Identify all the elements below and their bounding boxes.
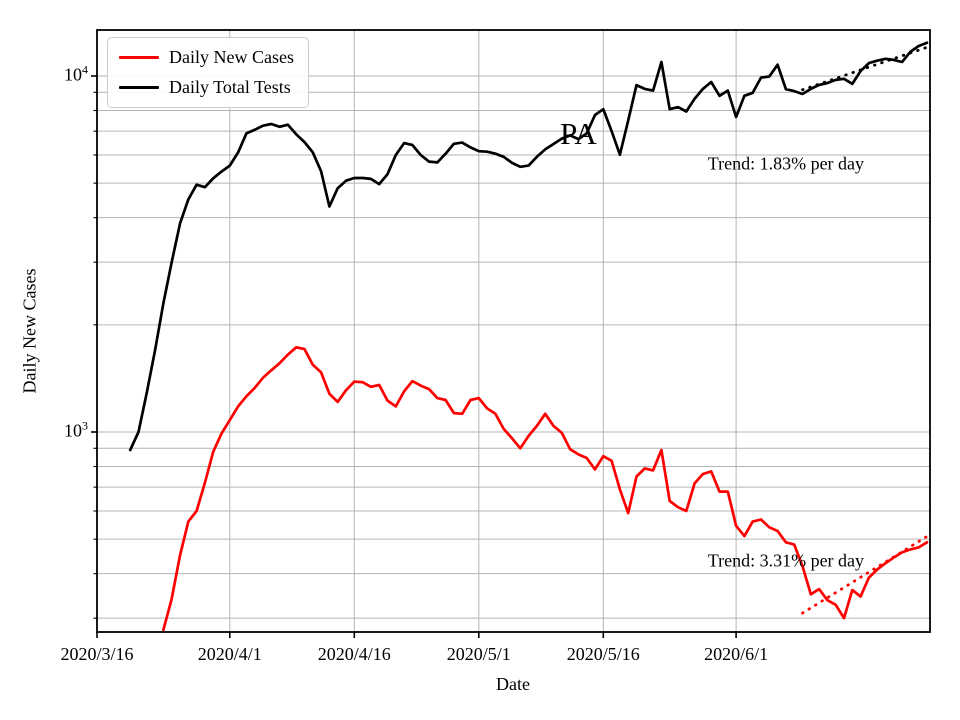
annotation-pa: PA [559, 116, 597, 152]
x-tick-label: 2020/4/16 [317, 644, 391, 664]
legend-entry-daily-new-cases: Daily New Cases [119, 47, 294, 68]
x-tick-label: 2020/4/1 [197, 644, 262, 664]
annotation-trend-1-83-per-day: Trend: 1.83% per day [707, 153, 865, 174]
x-tick-label: 2020/6/1 [704, 644, 769, 664]
series-line-daily-new-cases [162, 345, 929, 632]
y-axis-title: Daily New Cases [19, 268, 40, 394]
y-tick-label: 103 [64, 418, 88, 441]
gridlines [96, 30, 930, 632]
legend-label: Daily New Cases [169, 47, 294, 67]
x-axis-title: Date [496, 674, 530, 694]
y-tick-label: 104 [64, 62, 88, 85]
x-tick-label: 2020/3/16 [60, 644, 134, 664]
x-tick-label: 2020/5/1 [446, 644, 511, 664]
legend-line-sample-black [119, 86, 159, 89]
legend-entry-daily-total-tests: Daily Total Tests [119, 77, 294, 98]
series-line-daily-total-tests [128, 41, 929, 452]
tick-marks [91, 75, 737, 638]
legend-line-sample-red [119, 56, 159, 59]
x-tick-label: 2020/5/16 [566, 644, 640, 664]
legend-label: Daily Total Tests [169, 77, 291, 97]
trend-line-daily-new-cases [801, 535, 929, 615]
trend-line-daily-total-tests [801, 45, 929, 92]
plot-border [96, 29, 931, 633]
annotation-trend-3-31-per-day: Trend: 3.31% per day [707, 550, 865, 571]
chart-legend: Daily New Cases Daily Total Tests [107, 37, 309, 108]
